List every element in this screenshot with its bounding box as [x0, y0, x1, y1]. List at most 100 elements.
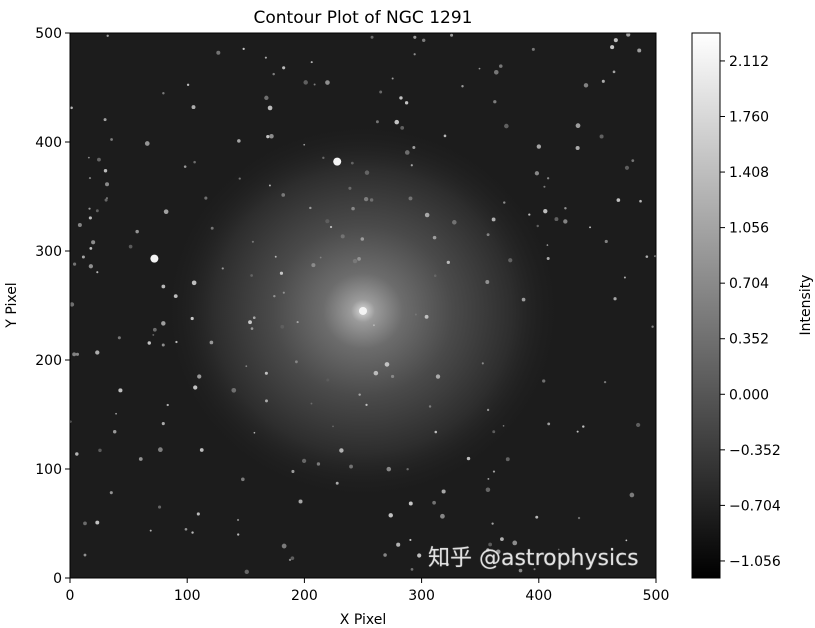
star — [412, 146, 416, 150]
star — [406, 468, 409, 471]
star — [290, 556, 295, 560]
star — [502, 425, 505, 427]
star — [241, 477, 245, 482]
star — [269, 134, 274, 139]
star — [303, 80, 308, 85]
star — [413, 35, 417, 39]
star — [504, 123, 509, 129]
star — [242, 47, 245, 50]
star — [582, 425, 585, 428]
star — [339, 448, 344, 453]
star — [432, 235, 437, 240]
star — [613, 38, 618, 43]
star — [408, 501, 413, 506]
x-tick-label: 500 — [643, 588, 670, 604]
star — [322, 156, 325, 160]
star — [433, 274, 437, 277]
star — [496, 549, 501, 554]
star — [575, 123, 581, 129]
star — [340, 234, 345, 239]
star — [77, 222, 82, 227]
star — [326, 378, 330, 382]
star — [349, 464, 353, 469]
star — [309, 206, 312, 210]
star — [505, 457, 510, 462]
star — [500, 537, 504, 541]
star — [373, 370, 379, 376]
star — [466, 456, 471, 461]
star — [81, 255, 85, 259]
bright-source — [333, 157, 342, 166]
star — [310, 61, 313, 64]
colorbar-tick-label: 1.760 — [729, 109, 769, 125]
star — [72, 262, 77, 266]
star — [288, 558, 292, 561]
star — [536, 144, 542, 149]
star — [103, 169, 108, 173]
y-tick-label: 300 — [35, 244, 62, 260]
star — [528, 213, 531, 216]
star — [313, 83, 316, 86]
star — [450, 33, 454, 37]
star — [310, 402, 313, 405]
star — [575, 145, 580, 151]
star — [273, 294, 276, 298]
star — [554, 217, 559, 222]
y-tick-label: 100 — [35, 462, 62, 478]
star — [424, 314, 429, 319]
star — [386, 466, 392, 472]
star — [221, 267, 224, 270]
star — [75, 352, 80, 356]
x-tick-label: 400 — [525, 588, 552, 604]
y-tick-label: 500 — [35, 26, 62, 42]
star — [488, 542, 493, 547]
star — [332, 425, 334, 428]
star — [88, 216, 92, 220]
star — [96, 271, 99, 274]
star — [417, 553, 422, 558]
star — [370, 35, 374, 39]
star — [329, 225, 333, 229]
star — [478, 67, 481, 70]
star — [319, 256, 322, 259]
star — [546, 244, 549, 246]
star — [357, 257, 361, 261]
y-tick-label: 0 — [53, 571, 62, 587]
star — [295, 360, 298, 364]
star — [282, 66, 286, 70]
star — [493, 100, 497, 104]
star — [238, 177, 241, 180]
star — [518, 568, 523, 573]
star — [216, 50, 221, 55]
star — [363, 196, 369, 202]
star — [434, 430, 438, 434]
star — [190, 316, 194, 321]
star — [186, 83, 190, 87]
star — [486, 233, 490, 237]
star — [486, 548, 490, 552]
star — [503, 201, 506, 204]
star — [109, 491, 113, 495]
star — [272, 72, 275, 76]
star — [543, 185, 546, 188]
star — [325, 219, 330, 224]
star — [435, 374, 441, 379]
star — [161, 321, 166, 326]
star — [149, 529, 152, 532]
colorbar-tick-label: 2.112 — [729, 54, 769, 70]
star — [446, 260, 450, 265]
star — [645, 255, 649, 258]
star — [485, 280, 490, 284]
star — [413, 53, 416, 56]
star — [279, 271, 284, 275]
star — [535, 515, 539, 519]
star — [106, 34, 109, 37]
star — [161, 343, 165, 347]
star — [303, 143, 306, 146]
star — [383, 553, 387, 557]
star — [491, 522, 494, 525]
star — [196, 512, 200, 516]
star — [491, 217, 496, 222]
star — [547, 422, 551, 426]
x-axis: 0 100 200 300 400 500 — [66, 578, 670, 604]
